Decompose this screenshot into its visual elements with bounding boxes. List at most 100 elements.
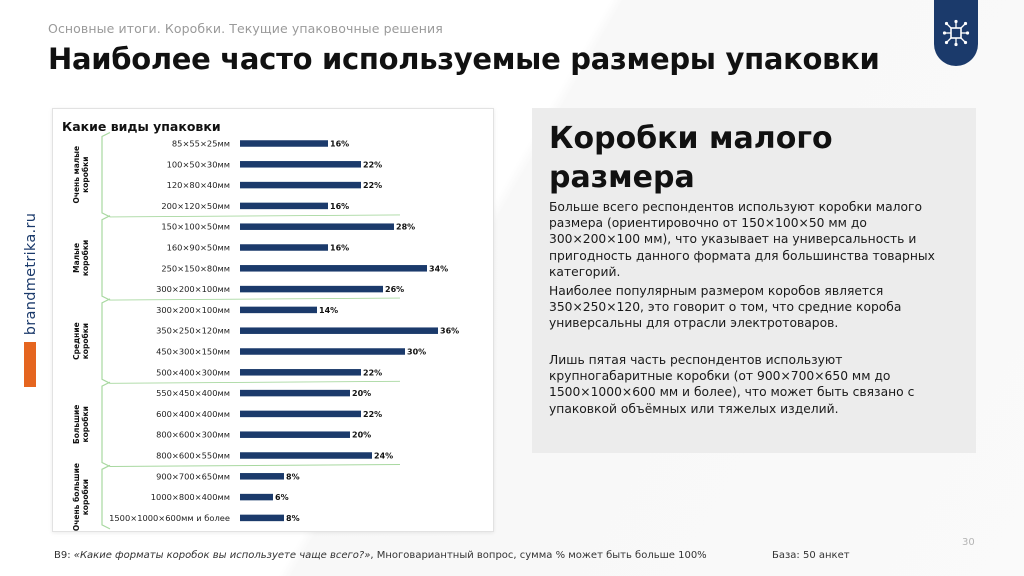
page-number: 30: [962, 537, 975, 548]
group-label: Большиекоробки: [72, 405, 90, 444]
group-divider: [109, 214, 401, 218]
group-label-line: Большие: [72, 405, 81, 444]
category-label: 800×600×550мм: [156, 451, 230, 461]
value-label: 6%: [275, 493, 289, 502]
group-bracket: [101, 464, 111, 530]
value-label: 22%: [363, 368, 382, 377]
value-label: 16%: [330, 202, 349, 211]
category-label: 500×400×300мм: [156, 367, 230, 377]
bar: [240, 140, 328, 147]
group-label-line: Очень малые: [72, 146, 81, 204]
breadcrumb: Основные итоги. Коробки. Текущие упаково…: [48, 21, 443, 36]
bar: [240, 452, 372, 459]
value-label: 36%: [440, 327, 459, 336]
page-title: Наиболее часто используемые размеры упак…: [48, 42, 880, 76]
bar: [240, 244, 328, 251]
value-label: 20%: [352, 389, 371, 398]
chart-card: [52, 108, 494, 532]
category-label: 150×100×50мм: [161, 222, 230, 232]
category-label: 300×200×100мм: [156, 305, 230, 315]
bar: [240, 327, 438, 334]
category-label: 120×80×40мм: [167, 180, 230, 190]
logo-badge: [934, 0, 978, 66]
bar: [240, 493, 273, 501]
question-prefix: В9:: [54, 550, 74, 561]
question-text: «Какие форматы коробок вы используете ча…: [73, 550, 371, 561]
info-heading: Коробки малого размера: [549, 121, 833, 195]
group-bracket: [101, 215, 111, 301]
value-label: 16%: [330, 140, 349, 149]
category-label: 600×400×400мм: [156, 409, 230, 419]
side-accent-bar: [24, 342, 36, 387]
group-label-line: коробки: [81, 406, 90, 442]
value-label: 16%: [330, 244, 349, 253]
value-label: 22%: [363, 410, 382, 419]
category-label: 1500×1000×600мм и более: [109, 513, 230, 523]
group-label-line: Очень большие: [72, 463, 81, 531]
group-label-line: коробки: [81, 323, 90, 359]
group-label: Очень малыекоробки: [72, 146, 90, 204]
value-label: 30%: [407, 348, 426, 357]
bar: [240, 389, 350, 397]
bar: [240, 285, 383, 293]
bar: [240, 410, 361, 418]
value-label: 20%: [352, 431, 371, 440]
value-label: 14%: [319, 306, 338, 315]
group-label-line: коробки: [81, 240, 90, 276]
category-label: 550×450×400мм: [156, 388, 230, 398]
info-paragraph-3: Лишь пятая часть респондентов используют…: [549, 353, 915, 416]
group-label-line: Малые: [72, 243, 81, 273]
bar: [240, 473, 284, 480]
group-label: Очень большиекоробки: [72, 463, 90, 531]
group-divider: [109, 464, 401, 467]
question-footnote: В9: «Какие форматы коробок вы использует…: [54, 550, 707, 561]
value-label: 22%: [363, 181, 382, 190]
group-label-line: коробки: [81, 157, 90, 193]
bar: [240, 306, 317, 314]
value-label: 8%: [286, 472, 300, 481]
category-label: 200×120×50мм: [161, 201, 230, 211]
group-bracket: [101, 381, 111, 468]
bar: [240, 431, 350, 438]
group-label: Малыекоробки: [72, 240, 90, 276]
group-label: Средниекоробки: [72, 322, 90, 360]
group-bracket: [101, 131, 111, 218]
category-label: 85×55×25мм: [172, 139, 230, 149]
info-paragraph-1: Больше всего респондентов используют кор…: [549, 200, 935, 279]
value-label: 34%: [429, 264, 448, 273]
category-label: 1000×800×400мм: [151, 492, 230, 502]
bar: [240, 369, 361, 376]
bar: [240, 202, 328, 210]
info-paragraph-2: Наиболее популярным размером коробов явл…: [549, 284, 902, 331]
bar: [240, 223, 394, 230]
bar: [240, 514, 284, 522]
category-label: 800×600×300мм: [156, 430, 230, 440]
category-label: 250×150×80мм: [161, 263, 230, 273]
group-divider: [109, 297, 401, 301]
bar: [240, 161, 361, 168]
bar: [240, 348, 405, 355]
group-divider: [109, 380, 401, 384]
category-label: 300×200×100мм: [156, 284, 230, 294]
category-label: 450×300×150мм: [156, 347, 230, 357]
value-label: 28%: [396, 223, 415, 232]
question-suffix: , Многовариантный вопрос, сумма % может …: [370, 550, 707, 561]
bar: [240, 265, 427, 272]
group-bracket: [101, 298, 111, 384]
value-label: 26%: [385, 285, 404, 294]
sample-base: База: 50 анкет: [772, 550, 850, 561]
chart-title: Какие виды упаковки: [62, 119, 221, 134]
category-label: 100×50×30мм: [167, 159, 230, 169]
bar: [240, 181, 361, 189]
group-label-line: коробки: [81, 479, 90, 515]
value-label: 22%: [363, 160, 382, 169]
group-label-line: Средние: [72, 322, 81, 360]
category-label: 160×90×50мм: [167, 243, 230, 253]
info-panel: [532, 108, 976, 453]
value-label: 24%: [374, 452, 393, 461]
circuit-chip-icon: [942, 19, 970, 47]
category-label: 350×250×120мм: [156, 326, 230, 336]
value-label: 8%: [286, 514, 300, 523]
category-label: 900×700×650мм: [156, 471, 230, 481]
